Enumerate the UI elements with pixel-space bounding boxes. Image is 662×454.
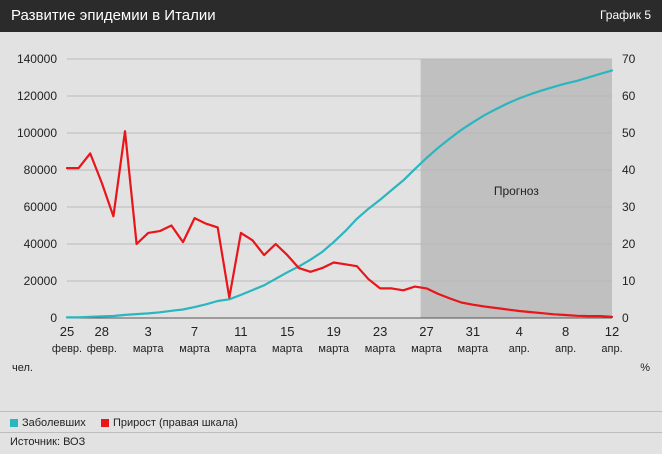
y-right-tick-label: 50 — [622, 126, 636, 140]
x-tick-day: 19 — [326, 324, 340, 339]
chart-number: График 5 — [599, 8, 651, 22]
x-tick-day: 11 — [234, 324, 248, 339]
legend: Заболевших Прирост (правая шкала) — [0, 414, 662, 432]
y-right-tick-label: 60 — [622, 89, 636, 103]
y-left-tick-label: 20000 — [24, 274, 58, 288]
legend-label-cases: Заболевших — [22, 417, 86, 429]
chart-area: 0 0 20000 10 40000 20 60000 30 80000 40 100000 50 12… — [12, 52, 650, 374]
legend-item-cases: Заболевших — [10, 417, 86, 429]
x-tick-month: февр. — [52, 343, 82, 355]
legend-divider-top — [0, 411, 662, 412]
x-tick-day: 8 — [562, 324, 569, 339]
y-right-tick-label: 20 — [622, 237, 636, 251]
x-tick-month: апр. — [509, 343, 530, 355]
y-left-tick-label: 140000 — [17, 52, 57, 66]
legend-swatch-cases — [10, 419, 18, 427]
x-tick-month: марта — [458, 343, 489, 355]
y-left-tick-label: 80000 — [24, 163, 58, 177]
x-tick-day: 27 — [419, 324, 433, 339]
x-tick-month: марта — [411, 343, 442, 355]
source-divider — [0, 432, 662, 433]
source-note: Источник: ВОЗ — [10, 436, 86, 448]
x-tick-day: 15 — [280, 324, 294, 339]
y-left-tick-label: 60000 — [24, 200, 58, 214]
y-left-tick-label: 100000 — [17, 126, 57, 140]
x-tick-month: марта — [318, 343, 349, 355]
y-right-tick-label: 10 — [622, 274, 636, 288]
x-tick-month: апр. — [601, 343, 622, 355]
series-line-growth — [65, 130, 614, 318]
x-tick-month: апр. — [555, 343, 576, 355]
x-tick-month: марта — [365, 343, 396, 355]
x-tick-day: 3 — [145, 324, 152, 339]
forecast-label: Прогноз — [494, 184, 540, 198]
y-right-tick-label: 40 — [622, 163, 636, 177]
forecast-region — [420, 59, 612, 318]
y-left-unit-label: чел. — [12, 362, 33, 374]
x-tick-day: 7 — [191, 324, 198, 339]
legend-item-growth: Прирост (правая шкала) — [101, 417, 238, 429]
title-bar: Развитие эпидемии в Италии График 5 — [0, 0, 662, 32]
x-tick-month: марта — [272, 343, 303, 355]
y-right-tick-label: 30 — [622, 200, 636, 214]
y-left-tick-label: 40000 — [24, 237, 58, 251]
y-right-tick-label: 70 — [622, 52, 636, 66]
legend-swatch-growth — [101, 419, 109, 427]
x-tick-day: 4 — [516, 324, 523, 339]
x-tick-month: февр. — [87, 343, 117, 355]
x-tick-day: 12 — [605, 324, 619, 339]
y-right-unit-label: % — [640, 362, 650, 374]
y-right-tick-label: 0 — [622, 311, 629, 325]
x-tick-month: марта — [179, 343, 210, 355]
x-tick-month: марта — [133, 343, 164, 355]
x-tick-day: 25 — [60, 324, 74, 339]
x-tick-month: марта — [226, 343, 257, 355]
y-left-tick-label: 120000 — [17, 89, 57, 103]
x-tick-day: 28 — [95, 324, 109, 339]
series-line-cases — [65, 69, 614, 319]
x-tick-day: 31 — [466, 324, 480, 339]
x-tick-day: 23 — [373, 324, 387, 339]
y-left-tick-label: 0 — [50, 311, 57, 325]
legend-label-growth: Прирост (правая шкала) — [113, 417, 238, 429]
chart-title: Развитие эпидемии в Италии — [11, 7, 216, 24]
